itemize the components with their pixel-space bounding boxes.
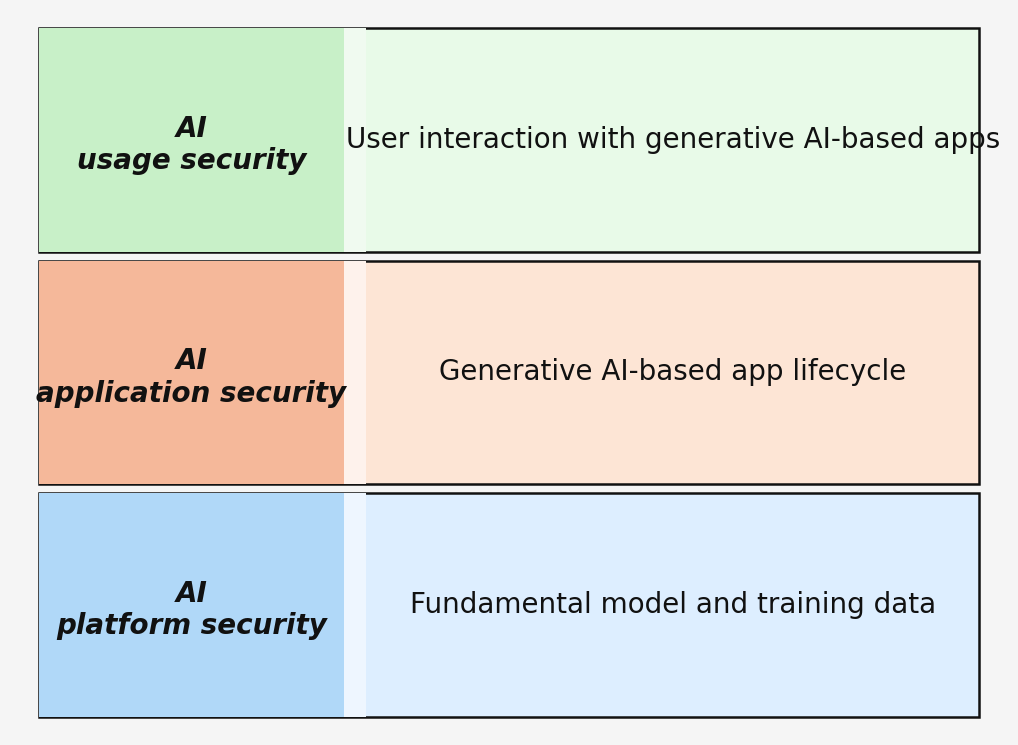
Text: application security: application security	[37, 380, 346, 408]
Text: Fundamental model and training data: Fundamental model and training data	[410, 591, 936, 619]
Bar	[39, 493, 979, 717]
Text: AI: AI	[175, 115, 208, 143]
Text: usage security: usage security	[76, 148, 306, 175]
Bar	[39, 493, 344, 717]
Text: platform security: platform security	[56, 612, 327, 640]
Bar	[39, 28, 979, 252]
Text: AI: AI	[175, 347, 208, 375]
Bar	[39, 261, 979, 484]
Bar	[344, 261, 366, 484]
Bar	[39, 261, 344, 484]
Bar	[39, 28, 344, 252]
Text: User interaction with generative AI-based apps: User interaction with generative AI-base…	[346, 126, 1000, 154]
Bar	[344, 493, 366, 717]
Text: AI: AI	[175, 580, 208, 608]
Bar	[344, 28, 366, 252]
Text: Generative AI-based app lifecycle: Generative AI-based app lifecycle	[440, 358, 906, 387]
